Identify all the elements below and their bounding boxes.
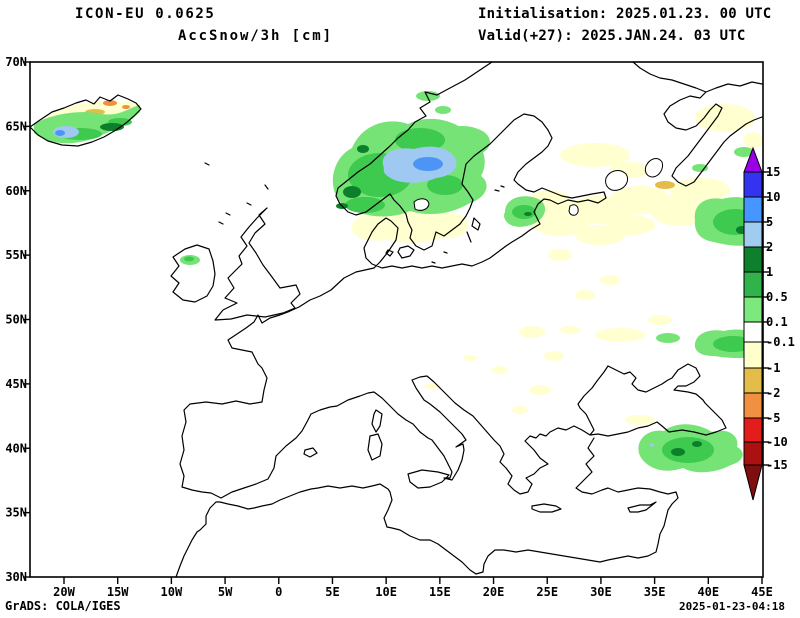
colorbar-tick-label: 0.1 <box>766 315 788 329</box>
lat-tick-label: 30N <box>5 570 27 584</box>
coast-islands <box>303 217 657 513</box>
colorbar-segment <box>743 246 763 273</box>
lon-tick-label: 10E <box>375 585 397 599</box>
lon-tick-label: 30E <box>590 585 612 599</box>
colorbar-tick-label: 0.5 <box>766 290 788 304</box>
colorbar-segment <box>743 171 763 198</box>
lake-peipus <box>568 204 579 216</box>
lat-axis: 70N 65N 60N 55N 50N 45N 40N 35N 30N <box>5 55 30 584</box>
lon-tick-label: 15W <box>107 585 129 599</box>
coast-scandinavia-baltic <box>335 61 607 269</box>
coast-ireland <box>170 244 216 303</box>
colorbar-segment <box>743 221 763 248</box>
lat-tick-label: 35N <box>5 506 27 520</box>
lon-tick-label: 5E <box>325 585 339 599</box>
lon-tick-label: 40E <box>697 585 719 599</box>
colorbar-segment <box>743 296 763 323</box>
colorbar-segment <box>743 341 763 369</box>
shade-orange <box>103 100 130 109</box>
lat-tick-label: 70N <box>5 55 27 69</box>
coast-great-britain <box>214 207 301 321</box>
lon-tick-label: 25E <box>536 585 558 599</box>
colorbar-tick-label: -15 <box>766 458 788 472</box>
shade-blue <box>55 130 443 171</box>
colorbar-segment <box>743 321 763 343</box>
colorbar-tick-label: 2 <box>766 240 773 254</box>
colorbar-tick-label: -0.1 <box>766 335 795 349</box>
model-title: ICON-EU 0.0625 <box>75 6 216 22</box>
lat-tick-label: 40N <box>5 441 27 455</box>
coast-continental-europe <box>175 267 727 578</box>
lon-tick-label: 20W <box>53 585 75 599</box>
coast-small-isles <box>204 162 505 264</box>
grads-credit: GrADS: COLA/IGES <box>5 599 121 613</box>
coast-iceland <box>29 94 142 147</box>
lake-vanern <box>413 198 430 211</box>
lon-tick-label: 35E <box>644 585 666 599</box>
colorbar-segment <box>743 417 763 443</box>
colorbar-segment <box>743 441 763 466</box>
colorbar-segment <box>743 196 763 223</box>
colorbar-arrow-down <box>743 464 763 501</box>
lat-tick-label: 55N <box>5 248 27 262</box>
colorbar: 15 10 5 2 1 0.5 0.1 -0.1 -1 -2 -5 -10 -15 <box>743 146 795 501</box>
colorbar-tick-label: -2 <box>766 386 780 400</box>
lakes <box>413 158 663 216</box>
colorbar-segment <box>743 367 763 394</box>
coast-kola-white-sea <box>632 61 763 187</box>
init-time: Initialisation: 2025.01.23. 00 UTC <box>478 6 772 22</box>
colorbar-tick-label: -5 <box>766 411 780 425</box>
colorbar-tick-label: 1 <box>766 265 773 279</box>
shade-light-green <box>34 91 761 473</box>
lat-tick-label: 45N <box>5 377 27 391</box>
lat-tick-label: 60N <box>5 184 27 198</box>
coastlines <box>29 61 763 578</box>
lake-ladoga <box>605 170 629 191</box>
colorbar-tick-label: 5 <box>766 215 773 229</box>
lon-tick-label: 45E <box>751 585 773 599</box>
colorbar-segment <box>743 271 763 298</box>
colorbar-tick-label: 15 <box>766 165 780 179</box>
colorbar-tick-label: -1 <box>766 361 780 375</box>
lon-tick-label: 15E <box>429 585 451 599</box>
lon-tick-label: 10W <box>161 585 183 599</box>
lat-tick-label: 65N <box>5 119 27 133</box>
lat-tick-label: 50N <box>5 313 27 327</box>
lon-tick-label: 20E <box>483 585 505 599</box>
colorbar-tick-label: -10 <box>766 435 788 449</box>
variable-title: AccSnow/3h [cm] <box>178 28 333 44</box>
lon-tick-label: 5W <box>218 585 233 599</box>
colorbar-segment <box>743 392 763 419</box>
lon-axis: 20W 15W 10W 5W 0 5E 10E 15E 20E 25E 30E 35E 40E 45E <box>53 577 773 599</box>
lon-tick-label: 0 <box>275 585 282 599</box>
colorbar-tick-label: 10 <box>766 190 780 204</box>
lake-onega <box>644 158 663 178</box>
render-timestamp: 2025-01-23-04:18 <box>679 600 785 613</box>
valid-time: Valid(+27): 2025.JAN.24. 03 UTC <box>478 28 746 44</box>
